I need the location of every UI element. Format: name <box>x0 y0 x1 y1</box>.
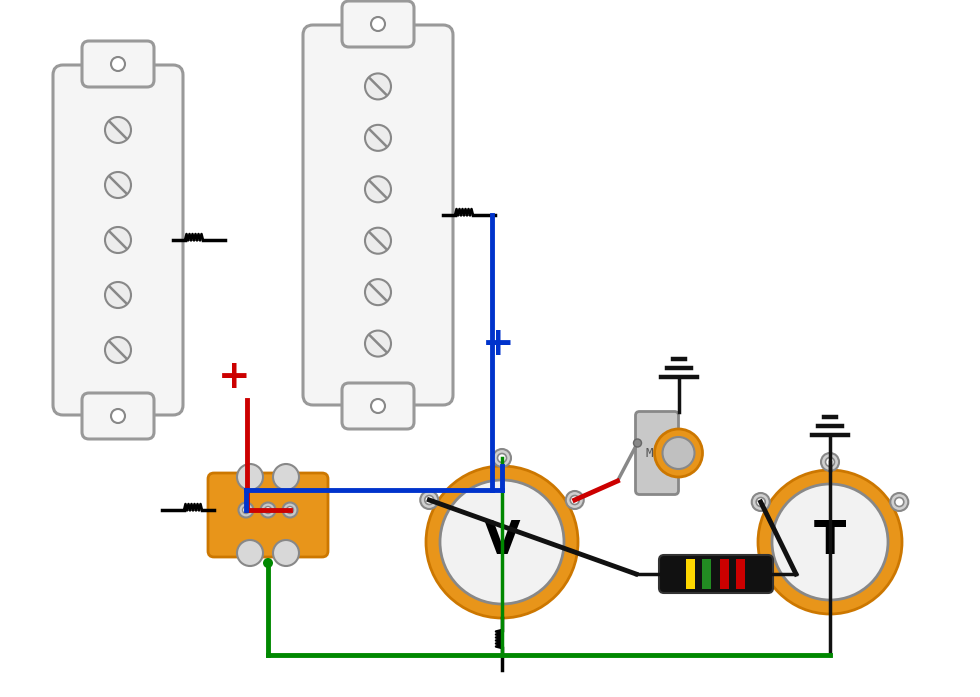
Circle shape <box>111 57 125 71</box>
FancyBboxPatch shape <box>208 473 328 557</box>
FancyBboxPatch shape <box>82 41 154 87</box>
Circle shape <box>365 176 391 202</box>
Text: +: + <box>482 325 514 363</box>
Circle shape <box>261 503 275 517</box>
Circle shape <box>265 507 271 514</box>
Circle shape <box>662 437 695 469</box>
Circle shape <box>105 282 131 308</box>
Circle shape <box>263 558 273 568</box>
Circle shape <box>757 498 765 507</box>
FancyBboxPatch shape <box>342 1 414 47</box>
Circle shape <box>420 491 438 509</box>
Circle shape <box>565 491 584 509</box>
FancyBboxPatch shape <box>303 25 453 405</box>
Circle shape <box>105 337 131 363</box>
Circle shape <box>633 439 642 447</box>
FancyBboxPatch shape <box>659 555 773 593</box>
Circle shape <box>273 464 299 490</box>
FancyBboxPatch shape <box>53 65 183 415</box>
Text: M: M <box>645 447 653 459</box>
Circle shape <box>237 464 263 490</box>
Circle shape <box>365 228 391 254</box>
Circle shape <box>286 507 293 514</box>
Circle shape <box>890 493 908 511</box>
Bar <box>702 559 711 589</box>
Circle shape <box>238 503 254 517</box>
FancyBboxPatch shape <box>342 383 414 429</box>
Circle shape <box>371 17 385 31</box>
Circle shape <box>825 457 835 466</box>
Circle shape <box>365 279 391 305</box>
Bar <box>686 559 695 589</box>
Circle shape <box>758 470 902 614</box>
Circle shape <box>365 330 391 357</box>
Circle shape <box>282 503 298 517</box>
Circle shape <box>371 399 385 413</box>
Circle shape <box>242 507 250 514</box>
Text: V: V <box>484 519 520 565</box>
Circle shape <box>498 454 507 463</box>
Circle shape <box>772 484 888 600</box>
Bar <box>720 559 729 589</box>
Bar <box>736 559 745 589</box>
Circle shape <box>821 453 839 471</box>
Circle shape <box>426 466 578 618</box>
Circle shape <box>111 409 125 423</box>
FancyBboxPatch shape <box>82 393 154 439</box>
Circle shape <box>440 480 564 604</box>
Circle shape <box>273 540 299 566</box>
Circle shape <box>237 540 263 566</box>
Circle shape <box>655 429 703 477</box>
Circle shape <box>752 493 769 511</box>
Circle shape <box>570 496 579 505</box>
Circle shape <box>105 227 131 253</box>
Circle shape <box>895 498 904 507</box>
Circle shape <box>424 496 434 505</box>
Circle shape <box>365 125 391 151</box>
Text: T: T <box>813 519 846 565</box>
Circle shape <box>105 117 131 143</box>
Circle shape <box>493 449 511 467</box>
Circle shape <box>105 172 131 198</box>
Text: +: + <box>218 358 250 396</box>
Circle shape <box>365 73 391 100</box>
FancyBboxPatch shape <box>635 411 678 494</box>
